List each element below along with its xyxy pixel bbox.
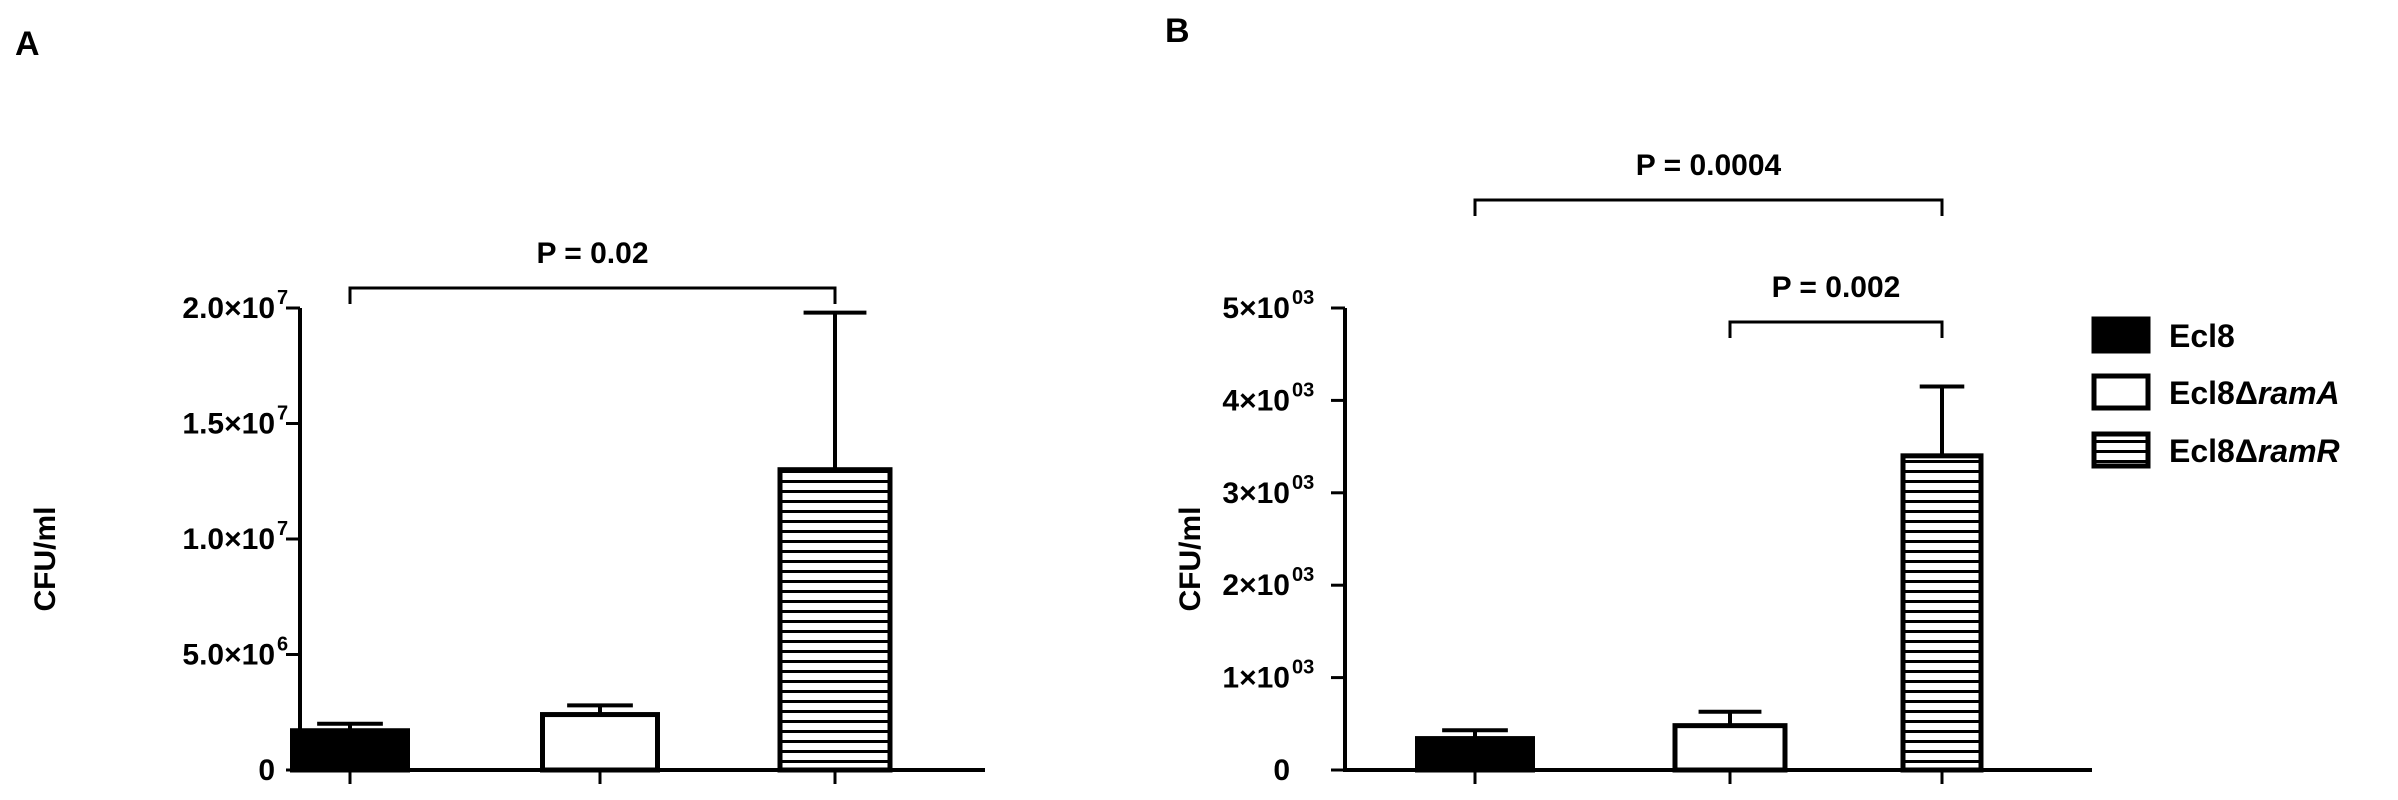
y-tick-label: 0: [258, 754, 275, 787]
p-value-label: P = 0.0004: [1636, 149, 1782, 182]
significance-bracket: [1473, 198, 1944, 216]
significance-bracket: [348, 286, 837, 304]
legend-entry-label: Ecl8ΔramR: [2169, 433, 2340, 469]
y-tick-label: 3×10: [1222, 477, 1290, 510]
y-tick-label: 0: [1273, 754, 1290, 787]
panel-letter-b: B: [1165, 12, 1190, 50]
bar-ecl8-delta-ramr: [1900, 453, 1984, 773]
y-tick-label: 5.0×10: [182, 639, 275, 672]
y-tick-exponent: 03: [1292, 657, 1314, 679]
y-tick-exponent: 03: [1292, 287, 1314, 309]
significance-bracket: [1728, 320, 1944, 338]
y-tick-label: 1.5×10: [182, 408, 275, 441]
y-tick-label: 4×10: [1222, 384, 1290, 417]
y-tick-label: 2.0×10: [182, 292, 275, 325]
legend: Ecl8 Ecl8ΔramA Ecl8ΔramR: [2091, 316, 2340, 469]
bar-ecl8-delta-ramr: [777, 467, 893, 773]
bar-ecl8: [290, 728, 410, 773]
legend-entry-label: Ecl8: [2169, 318, 2235, 354]
y-tick-exponent: 03: [1292, 472, 1314, 494]
legend-swatch: [2091, 373, 2151, 411]
panel-letter-a: A: [15, 25, 40, 63]
y-tick-label: 5×10: [1222, 292, 1290, 325]
legend-swatch: [2091, 431, 2151, 469]
y-tick-exponent: 03: [1292, 379, 1314, 401]
y-tick-exponent: 7: [277, 518, 288, 540]
y-tick-exponent: 7: [277, 287, 288, 309]
y-tick-exponent: 6: [277, 634, 288, 656]
y-tick-label: 2×10: [1222, 569, 1290, 602]
y-tick-label: 1.0×10: [182, 523, 275, 556]
legend-entry-label: Ecl8ΔramA: [2169, 375, 2340, 411]
y-axis-label: CFU/ml: [1174, 507, 1207, 612]
p-value-label: P = 0.002: [1772, 271, 1901, 304]
y-tick-exponent: 7: [277, 403, 288, 425]
y-axis-label: CFU/ml: [29, 507, 62, 612]
bar-ecl8-delta-rama: [1672, 723, 1788, 773]
bar-ecl8-delta-rama: [540, 712, 660, 773]
y-tick-label: 1×10: [1222, 662, 1290, 695]
bar-ecl8: [1415, 736, 1535, 773]
p-value-label: P = 0.02: [536, 237, 648, 270]
y-tick-exponent: 03: [1292, 564, 1314, 586]
legend-swatch: [2091, 316, 2151, 354]
